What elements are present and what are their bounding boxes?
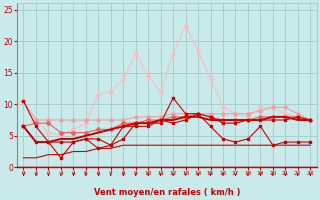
X-axis label: Vent moyen/en rafales ( km/h ): Vent moyen/en rafales ( km/h ) [94,188,240,197]
